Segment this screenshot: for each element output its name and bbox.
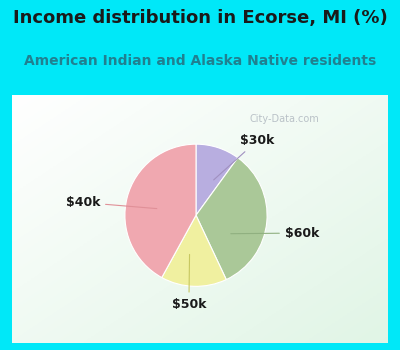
Text: City-Data.com: City-Data.com [249,114,319,124]
Text: $60k: $60k [231,226,319,239]
Wedge shape [125,144,196,278]
Wedge shape [196,158,267,280]
Text: American Indian and Alaska Native residents: American Indian and Alaska Native reside… [24,54,376,68]
Wedge shape [196,144,238,215]
Text: $50k: $50k [172,254,206,310]
Wedge shape [162,215,226,286]
Text: $30k: $30k [214,134,274,180]
Text: Income distribution in Ecorse, MI (%): Income distribution in Ecorse, MI (%) [13,9,387,27]
Text: $40k: $40k [66,196,157,209]
